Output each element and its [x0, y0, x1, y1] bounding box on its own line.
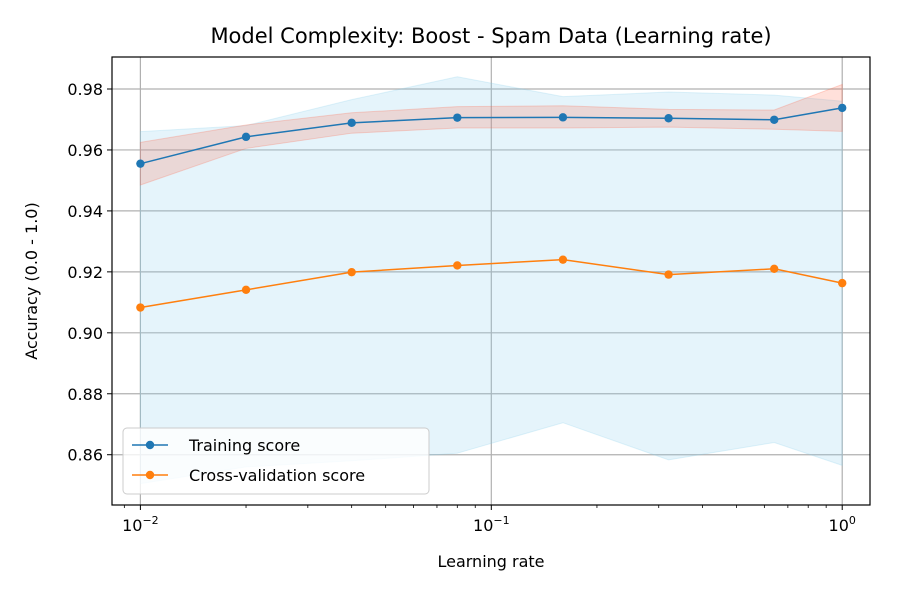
plot-frame: [111, 56, 871, 506]
point-cross-validation: [241, 285, 251, 295]
legend-marker-cross-validation: [145, 470, 155, 480]
y-tick-label: 0.86: [67, 446, 103, 465]
line-training: [140, 107, 843, 165]
chart-title: Model Complexity: Boost - Spam Data (Lea…: [210, 24, 771, 48]
legend-label-cross-validation: Cross-validation score: [189, 466, 365, 485]
point-cross-validation: [770, 264, 779, 274]
point-cross-validation: [558, 255, 568, 264]
point-training: [664, 114, 673, 123]
point-training: [241, 132, 251, 142]
y-axis-label: Accuracy (0.0 - 1.0): [22, 202, 41, 359]
legend: Training score Cross-validation score: [122, 427, 430, 495]
point-cross-validation: [838, 278, 847, 288]
point-training: [770, 115, 779, 124]
point-cross-validation: [664, 270, 673, 279]
x-axis-label: Learning rate: [437, 552, 544, 571]
axis-ticks: 0.86 0.88 0.90 0.92 0.94 0.96 0.98 10−2 10−1 100: [67, 80, 856, 535]
legend-box: [122, 427, 430, 495]
y-tick-label: 0.96: [67, 141, 103, 160]
point-cross-validation: [136, 303, 145, 312]
legend-marker-training: [145, 440, 155, 450]
line-cross-validation: [140, 258, 843, 309]
x-tick-label: 10−2: [122, 514, 159, 535]
series-lines: [136, 103, 847, 312]
y-tick-label: 0.88: [67, 385, 103, 404]
x-tick-label: 100: [829, 514, 856, 535]
band-training: [139, 83, 843, 186]
y-tick-label: 0.92: [67, 263, 103, 282]
legend-label-training: Training score: [188, 436, 300, 455]
point-training: [136, 159, 145, 168]
point-training: [347, 118, 356, 128]
point-training: [453, 113, 462, 122]
point-training: [838, 103, 847, 113]
point-training: [558, 113, 568, 122]
x-tick-label: 10−1: [473, 514, 510, 535]
y-tick-label: 0.94: [67, 202, 103, 221]
y-tick-label: 0.98: [67, 80, 103, 99]
point-cross-validation: [453, 261, 462, 270]
y-tick-label: 0.90: [67, 324, 103, 343]
point-cross-validation: [347, 267, 356, 277]
